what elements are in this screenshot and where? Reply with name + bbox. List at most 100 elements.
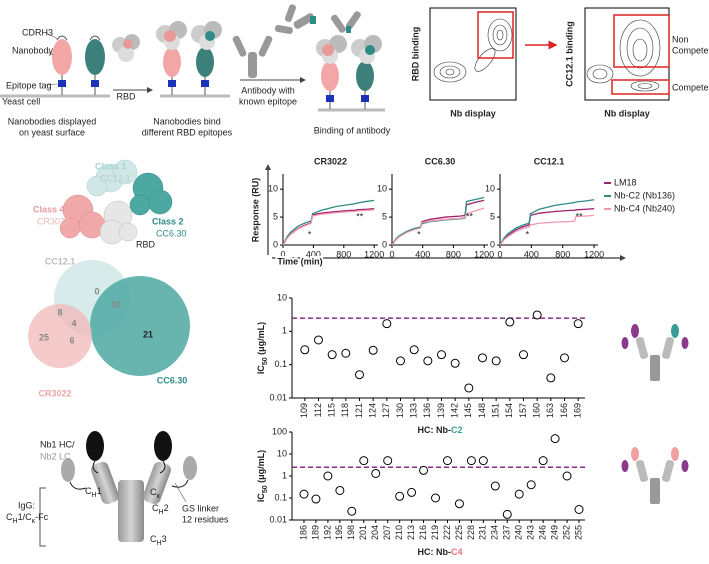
axis-label: Nb display	[604, 108, 650, 118]
caption: Nanobodies bind	[153, 116, 221, 126]
x-tick-label: 255	[573, 525, 583, 540]
domain-label-part: H	[157, 540, 162, 547]
point	[335, 485, 345, 495]
point	[538, 456, 548, 466]
icon-nb	[631, 324, 639, 338]
point	[368, 345, 378, 355]
domain-label: CH1	[85, 486, 102, 499]
annotation: **	[466, 211, 474, 221]
series-line	[499, 199, 595, 246]
y-tick-label: 1	[282, 326, 287, 336]
legend-label: Nb-C4 (Nb240)	[614, 203, 675, 213]
axis-label: Time (min)	[277, 256, 322, 266]
label-part: C	[6, 512, 13, 522]
label: Epitope tag	[6, 80, 52, 90]
y-tick-label: 10	[268, 184, 278, 194]
gate-label: Non	[672, 34, 689, 44]
region-count: 0	[94, 286, 99, 296]
annotation: *	[308, 229, 312, 239]
x-tick-label: 198	[346, 525, 356, 540]
region-count: 4	[71, 318, 76, 328]
axis-label-part: IC	[256, 493, 266, 503]
point	[300, 345, 310, 355]
axis-label-part: (μg/mL)	[256, 450, 266, 486]
x-tick-label: 219	[430, 525, 440, 540]
x-tick-label: 189	[310, 525, 320, 540]
point	[311, 494, 321, 504]
y-tick-label: 0	[382, 239, 387, 249]
contours	[586, 19, 661, 92]
domain-label: Cκ	[150, 487, 161, 500]
y-tick-label: 10	[377, 184, 387, 194]
point	[478, 456, 488, 466]
x-tick-label: 0	[497, 249, 502, 259]
nanobody	[85, 39, 105, 75]
label: Nanobody	[12, 45, 54, 55]
x-tick-label: 246	[538, 525, 548, 540]
axis-label-part: IC	[256, 365, 266, 375]
series-line	[391, 207, 485, 246]
x-tick-label: 145	[463, 403, 473, 418]
point	[502, 509, 512, 519]
axis-label: HC: Nb-C4	[417, 547, 462, 557]
x-tick-label: 186	[298, 525, 308, 540]
x-tick-label: 1200	[364, 249, 384, 259]
icon-nb	[681, 460, 689, 472]
x-tick-label: 252	[561, 525, 571, 540]
point	[419, 465, 429, 475]
y-tick-label: 0.1	[274, 492, 287, 502]
venn: CC12.1 CR3022 CC6.30 0 42 8 4 25 6 21	[28, 256, 190, 398]
icon-arm	[661, 460, 675, 482]
epitope-tag	[91, 80, 99, 87]
set-label: CR3022	[38, 388, 71, 398]
point	[407, 487, 417, 497]
gate	[477, 11, 514, 59]
x-tick-label: 157	[518, 403, 528, 418]
x-tick-label: 166	[559, 403, 569, 418]
label: CR3022	[37, 216, 70, 226]
label: Nb1 HC/	[40, 439, 75, 449]
domain-label-part: 2	[164, 503, 169, 513]
x-tick-label: 210	[394, 525, 404, 540]
annotation: *	[417, 229, 421, 239]
x-tick-label: 1200	[584, 249, 604, 259]
x-tick-label: 121	[354, 403, 364, 418]
set-label: CC12.1	[45, 256, 76, 266]
y-tick-label: 100	[272, 426, 287, 436]
series-line	[282, 199, 375, 246]
point	[395, 491, 405, 501]
label: CDRH3	[22, 27, 53, 37]
axis-label-part: HC: Nb-	[417, 425, 451, 435]
point	[423, 356, 433, 366]
chart-title: CR3022	[314, 156, 347, 166]
rbd-structure	[156, 21, 187, 50]
label-part: H	[13, 518, 18, 525]
point	[341, 348, 351, 358]
series-line	[499, 214, 595, 246]
x-tick-label: 115	[327, 403, 337, 417]
point	[573, 319, 583, 329]
venn-set	[28, 304, 92, 368]
leader	[45, 32, 59, 40]
annotation: **	[356, 211, 364, 221]
series-line	[391, 199, 485, 246]
antibody	[232, 35, 273, 78]
legend-label: Nb-C2 (Nb136)	[614, 190, 675, 200]
axis-label-part: 50	[262, 485, 269, 493]
caption: different RBD epitopes	[142, 127, 233, 137]
label: RBD	[136, 239, 156, 249]
domain-label-part: H	[92, 492, 97, 499]
point	[314, 335, 323, 345]
x-tick-label: 240	[514, 525, 524, 540]
point	[519, 350, 528, 360]
gate-label: Compete	[672, 82, 709, 92]
x-tick-label: 163	[545, 403, 555, 418]
x-tick-label: 249	[549, 525, 559, 540]
domain-label-part: C	[150, 487, 157, 497]
x-tick-label: 231	[478, 525, 488, 540]
x-tick-label: 1200	[474, 249, 494, 259]
region-count: 6	[69, 335, 74, 345]
region-count: 42	[111, 299, 121, 309]
label-part: 1/C	[18, 512, 33, 522]
x-tick-label: 139	[436, 403, 446, 418]
